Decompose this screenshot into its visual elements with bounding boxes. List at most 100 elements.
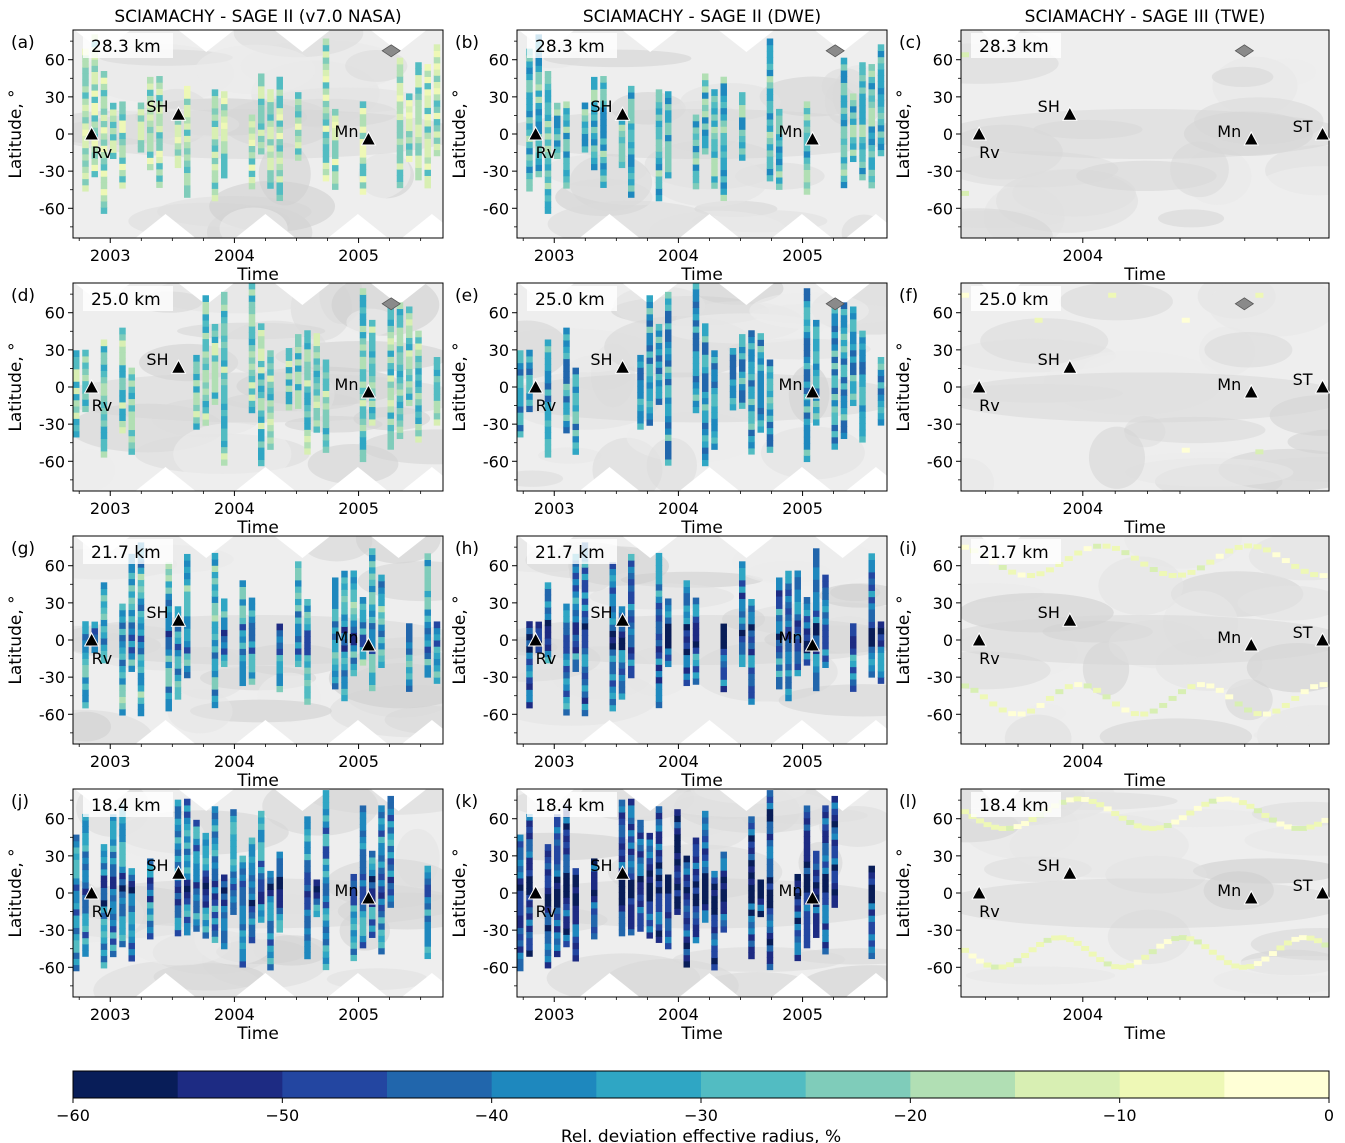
data-cell <box>683 874 690 881</box>
data-cell <box>683 592 690 600</box>
data-cell <box>128 597 135 604</box>
data-cell <box>637 385 644 393</box>
data-cell <box>776 577 783 585</box>
data-cell <box>720 685 727 693</box>
data-cell <box>359 368 367 376</box>
data-cell <box>572 609 579 617</box>
data-cell <box>850 105 857 113</box>
data-cell <box>877 56 885 64</box>
data-cell <box>794 626 801 633</box>
data-cell <box>794 644 801 652</box>
data-cell <box>563 370 570 378</box>
volcano-label: SH <box>590 97 612 116</box>
data-cell <box>211 336 219 344</box>
data-cell <box>378 947 385 955</box>
data-cell <box>369 684 376 692</box>
data-cell <box>396 395 404 402</box>
data-cell <box>73 840 80 848</box>
data-cell <box>211 323 219 331</box>
data-cell <box>544 949 552 957</box>
data-cell <box>628 553 635 561</box>
data-cell <box>359 597 367 604</box>
data-cell <box>211 608 219 616</box>
no-data-region <box>401 467 443 491</box>
data-cell <box>739 98 746 106</box>
data-cell <box>794 657 801 664</box>
data-cell <box>350 595 357 602</box>
data-cell <box>868 584 875 591</box>
data-cell <box>211 812 219 820</box>
data-cell <box>174 624 182 632</box>
data-cell <box>156 137 163 145</box>
data-cell <box>137 604 145 612</box>
data-cell <box>665 936 672 944</box>
x-tick-label: 2004 <box>658 752 699 771</box>
data-cell <box>998 826 1007 832</box>
data-cell <box>831 405 838 413</box>
data-cell <box>433 670 441 678</box>
data-cell <box>276 194 283 202</box>
data-cell <box>1045 695 1054 701</box>
data-cell <box>1013 958 1022 964</box>
data-cell <box>618 643 626 651</box>
background-contour <box>961 878 1329 929</box>
panel-plot-area <box>961 283 1329 491</box>
data-cell <box>655 571 663 579</box>
data-cell <box>100 862 108 870</box>
data-cell <box>276 635 283 643</box>
data-cell <box>646 332 653 340</box>
data-cell <box>184 622 191 629</box>
data-cell <box>655 880 663 888</box>
data-cell <box>563 872 570 880</box>
data-cell <box>637 367 644 374</box>
data-cell <box>572 905 579 912</box>
data-cell <box>831 894 838 902</box>
data-cell <box>618 892 626 900</box>
data-cell <box>655 806 663 813</box>
data-cell <box>313 419 320 427</box>
data-cell <box>359 387 367 394</box>
data-cell <box>193 392 200 399</box>
data-cell <box>739 123 746 130</box>
data-cell <box>424 578 431 585</box>
data-cell <box>415 99 422 107</box>
data-cell <box>193 906 200 914</box>
data-cell <box>332 121 339 128</box>
data-cell <box>433 400 441 408</box>
data-cell <box>813 665 820 673</box>
data-cell <box>100 126 108 134</box>
data-cell <box>748 355 755 362</box>
data-cell <box>258 366 265 374</box>
data-cell <box>258 860 265 868</box>
data-cell <box>526 160 533 167</box>
x-tick-label: 2005 <box>338 246 379 265</box>
data-cell <box>600 125 607 133</box>
data-cell <box>378 636 385 644</box>
data-cell <box>73 412 80 419</box>
data-cell <box>82 943 89 951</box>
data-cell <box>304 342 311 350</box>
data-cell <box>359 356 367 364</box>
data-cell <box>295 567 302 575</box>
data-cell <box>840 401 848 409</box>
data-cell <box>211 552 219 560</box>
data-cell <box>359 424 367 432</box>
data-cell <box>350 650 357 658</box>
data-cell <box>683 855 690 863</box>
data-cell <box>683 605 690 612</box>
data-cell <box>119 370 126 378</box>
data-cell <box>82 166 89 173</box>
y-tick-label: 60 <box>489 51 509 70</box>
data-cell <box>211 89 219 97</box>
data-cell <box>739 340 746 347</box>
volcano-marker <box>170 106 187 121</box>
data-cell <box>776 664 783 671</box>
volcano-marker <box>804 889 821 905</box>
data-cell <box>147 157 154 165</box>
data-cell <box>248 394 256 401</box>
data-cell <box>276 138 283 146</box>
data-cell <box>295 402 302 409</box>
data-cell <box>221 654 228 661</box>
data-cell <box>720 660 727 668</box>
data-cell <box>387 876 394 884</box>
